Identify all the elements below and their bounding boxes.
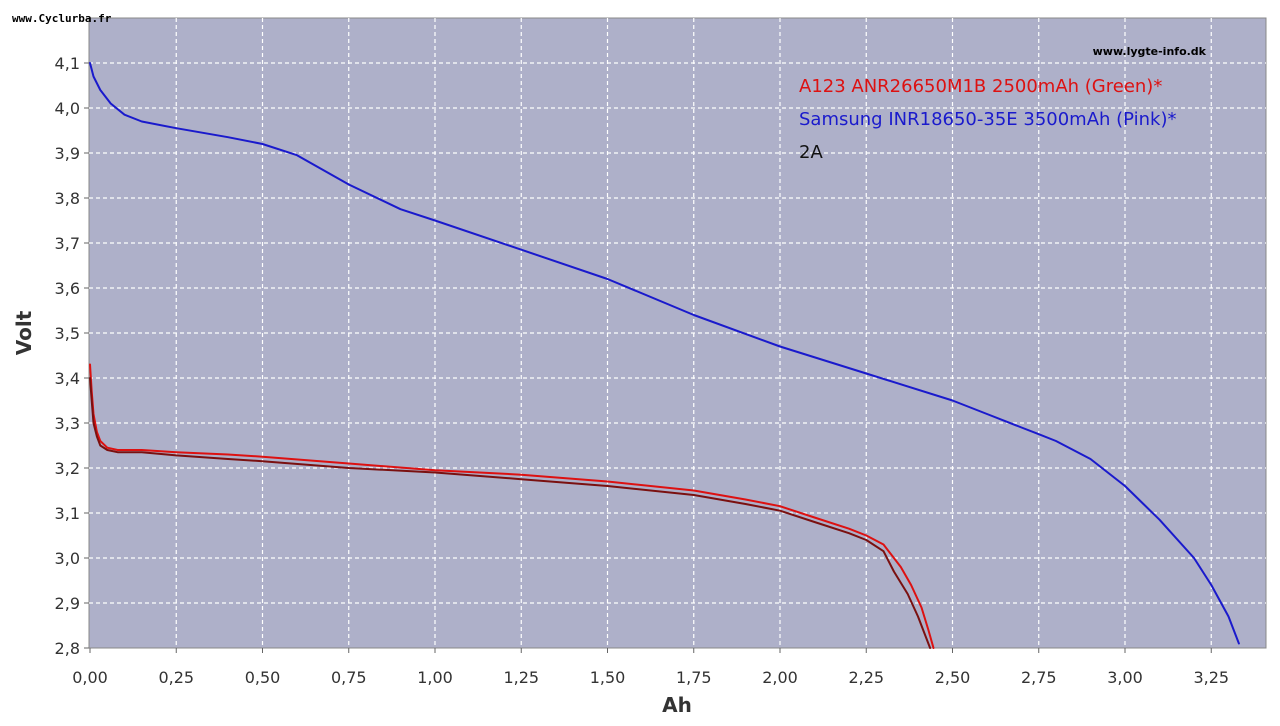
gridlines (89, 18, 1266, 648)
series-line-3 (89, 377, 932, 649)
watermark: www.Cyclurba.fr (12, 12, 112, 25)
y-tick-label: 3,1 (55, 504, 80, 523)
series-lines (89, 62, 1240, 649)
x-tick-label: 1,25 (503, 668, 539, 687)
legend-entry-3: 2A (799, 142, 823, 163)
x-tick-label: 1,50 (590, 668, 626, 687)
x-tick-label: 0,25 (158, 668, 194, 687)
y-tick-label: 3,4 (55, 369, 80, 388)
x-tick-label: 0,00 (72, 668, 108, 687)
x-tick-label: 0,50 (245, 668, 281, 687)
y-tick-label: 2,8 (55, 639, 80, 658)
x-tick-label: 2,00 (762, 668, 798, 687)
x-tick-label: 1,75 (676, 668, 712, 687)
legend-entry-2: Samsung INR18650-35E 3500mAh (Pink)* (799, 109, 1177, 130)
series-line-1 (89, 62, 1240, 645)
y-tick-label: 3,5 (55, 324, 80, 343)
y-tick-label: 4,1 (55, 54, 80, 73)
x-tick-label: 0,75 (331, 668, 367, 687)
y-tick-label: 3,6 (55, 279, 80, 298)
x-tick-labels: 0,00 0,25 0,50 0,75 1,00 1,25 1,50 1,75 2,00 2,25… (72, 648, 1229, 687)
x-tick-label: 1,00 (417, 668, 453, 687)
x-tick-label: 2,75 (1021, 668, 1057, 687)
y-tick-labels: 2,8 2,9 3,0 3,1 3,2 3,3 3,4 3,5 3,6 3,7 3,8 3,9 4,0 4… (55, 54, 89, 658)
y-tick-label: 3,2 (55, 459, 80, 478)
y-tick-label: 3,8 (55, 189, 80, 208)
legend: A123 ANR26650M1B 2500mAh (Green)* Samsung… (799, 76, 1177, 163)
x-tick-label: 3,25 (1193, 668, 1229, 687)
y-tick-label: 3,9 (55, 144, 80, 163)
y-tick-label: 2,9 (55, 594, 80, 613)
y-tick-label: 3,3 (55, 414, 80, 433)
source-credit: www.lygte-info.dk (1093, 45, 1207, 58)
x-axis-title: Ah (662, 693, 692, 717)
x-tick-label: 3,00 (1107, 668, 1143, 687)
series-line-2 (89, 363, 935, 649)
y-tick-label: 3,0 (55, 549, 80, 568)
legend-entry-1: A123 ANR26650M1B 2500mAh (Green)* (799, 76, 1162, 97)
x-tick-label: 2,25 (848, 668, 884, 687)
x-tick-label: 2,50 (935, 668, 971, 687)
y-tick-label: 4,0 (55, 99, 80, 118)
y-tick-label: 3,7 (55, 234, 80, 253)
y-axis-title: Volt (12, 310, 36, 355)
